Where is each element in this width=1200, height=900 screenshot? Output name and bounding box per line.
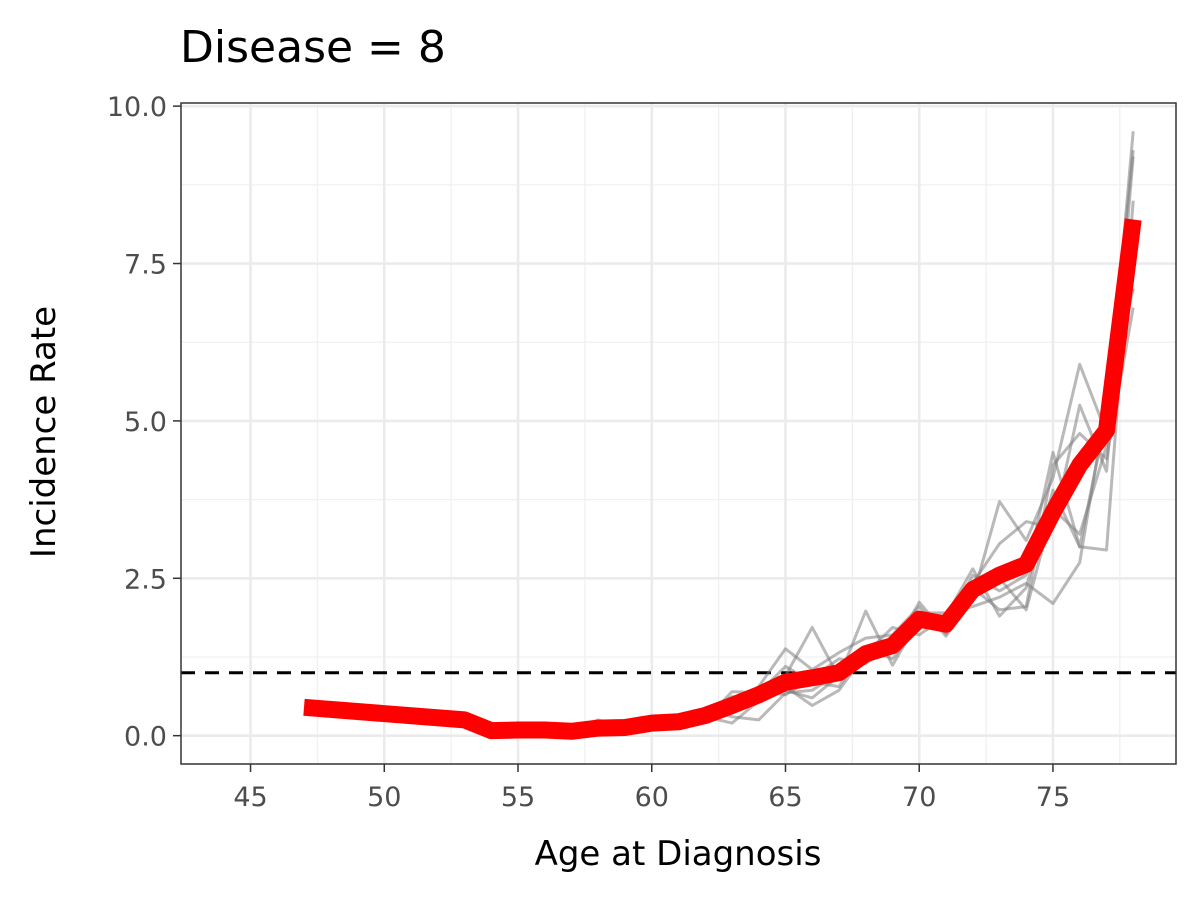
y-tick-label: 0.0: [124, 722, 167, 753]
main-series-line: [303, 218, 1142, 740]
x-axis-ticks: 45 50 55 60 65 70 75: [233, 764, 1070, 813]
x-tick-label: 55: [501, 782, 535, 813]
y-tick-label: 7.5: [124, 250, 167, 281]
major-gridlines: [181, 103, 1176, 764]
y-tick-label: 10.0: [107, 92, 167, 123]
y-tick-label: 5.0: [124, 407, 167, 438]
chart-title: Disease = 8: [180, 22, 446, 73]
y-tick-label: 2.5: [124, 564, 167, 595]
minor-gridlines: [181, 103, 1176, 764]
y-axis-ticks: 0.0 2.5 5.0 7.5 10.0: [107, 92, 181, 753]
x-tick-label: 65: [768, 782, 802, 813]
x-tick-label: 75: [1036, 782, 1070, 813]
x-tick-label: 45: [233, 782, 267, 813]
x-tick-label: 60: [635, 782, 669, 813]
y-axis-title: Incidence Rate: [24, 306, 64, 558]
plot-panel: [180, 102, 1177, 765]
x-tick-label: 70: [902, 782, 936, 813]
x-tick-label: 50: [367, 782, 401, 813]
x-axis-title: Age at Diagnosis: [535, 834, 822, 874]
